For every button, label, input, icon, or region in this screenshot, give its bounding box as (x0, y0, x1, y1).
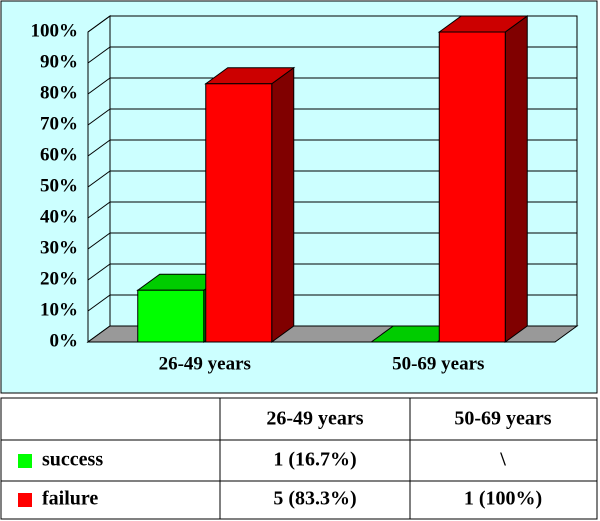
data-table: 26-49 years 50-69 years success failure 1 (1… (0, 397, 598, 520)
table-border (0, 397, 598, 520)
grid-line-side (87, 139, 111, 157)
y-tick-label: 30% (40, 237, 78, 258)
y-tick-label: 40% (40, 206, 78, 227)
bar (438, 31, 506, 343)
grid-line-side (87, 201, 111, 219)
y-tick-label: 70% (40, 113, 78, 134)
legend-swatch (18, 454, 32, 468)
y-tick-label: 20% (40, 268, 78, 289)
legend-swatch (18, 493, 32, 507)
y-tick-label: 10% (40, 299, 78, 320)
y-tick-label: 90% (40, 51, 78, 72)
grid-line-side (87, 294, 111, 312)
y-tick-label: 0% (50, 330, 79, 351)
bar-side (271, 66, 295, 343)
plot: 0% 10% 20% 30% 40% 50% 60% 70% 80% 90% 100% 26-49 y… (31, 15, 579, 374)
grid-line-side (87, 170, 111, 188)
y-tick-label: 60% (40, 144, 78, 165)
legend-label: failure (42, 488, 98, 510)
x-tick-label: 50-69 years (392, 353, 484, 374)
bar-side (504, 15, 528, 343)
grid-line-side (87, 46, 111, 64)
table-header: 50-69 years (454, 408, 551, 430)
y-tick-label: 80% (40, 82, 78, 103)
bar (205, 83, 273, 343)
table-cell: 1 (100%) (464, 488, 542, 510)
x-tick-label: 26-49 years (159, 353, 251, 374)
grid-line-side (87, 232, 111, 250)
grid-line-side (87, 77, 111, 95)
y-tick-label: 100% (31, 20, 79, 41)
grid-line-side (87, 108, 111, 126)
table-cell: 5 (83.3%) (273, 488, 356, 510)
grid-line-side (87, 15, 111, 33)
table-cell: \ (499, 449, 506, 471)
table-cell: 1 (16.7%) (273, 449, 356, 471)
bar (137, 289, 205, 343)
table-header: 26-49 years (266, 408, 363, 430)
legend-label: success (42, 449, 103, 471)
y-tick-label: 50% (40, 175, 78, 196)
grid-line-side (87, 263, 111, 281)
